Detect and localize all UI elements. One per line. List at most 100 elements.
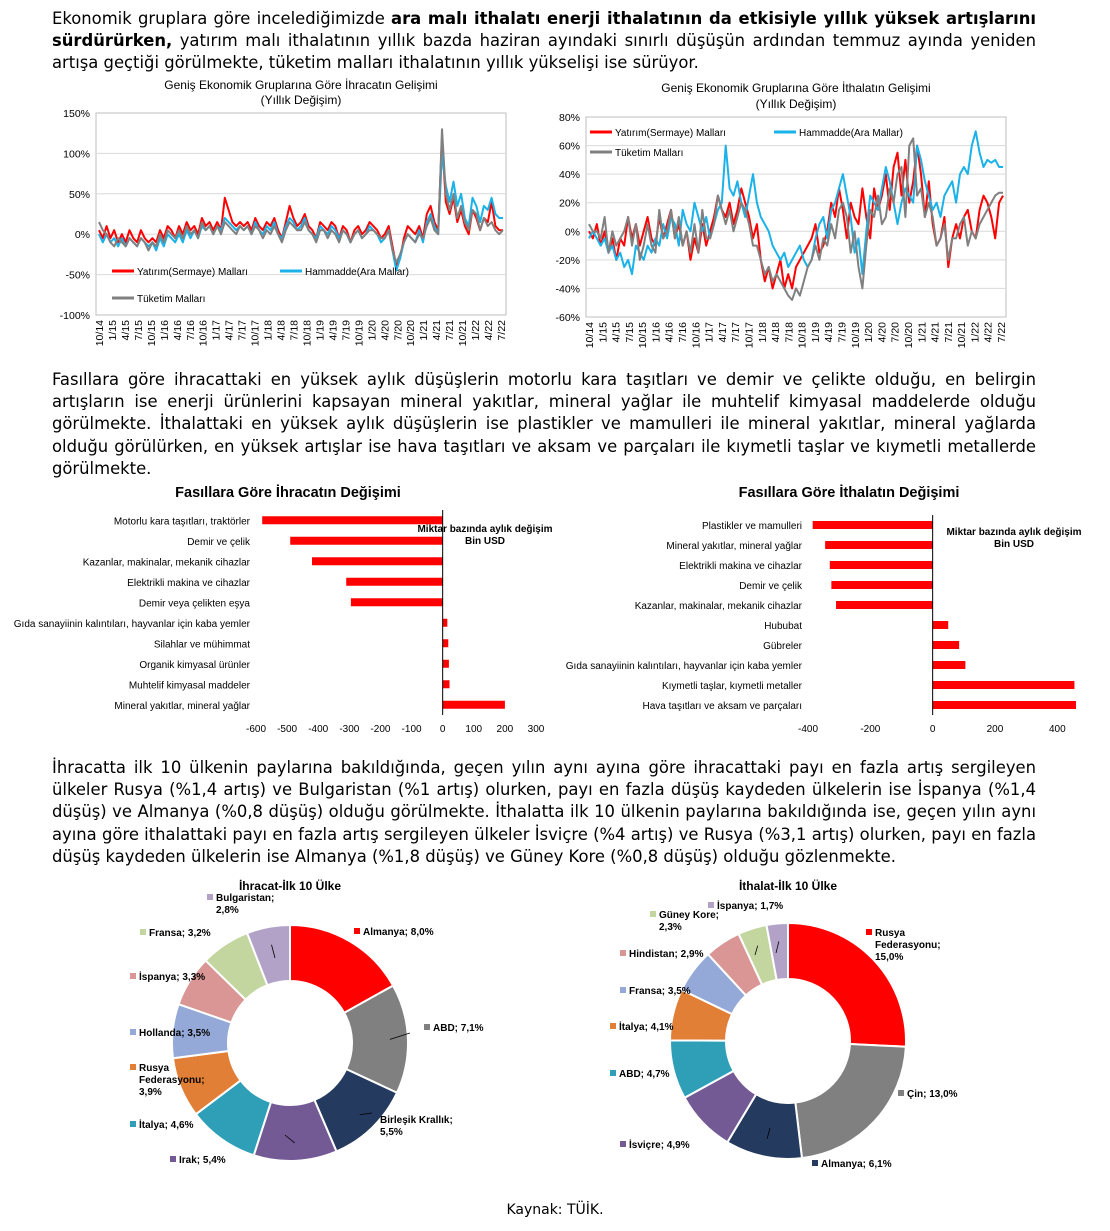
export-line-chart: Geniş Ekonomik Gruplarına Göre İhracatın…	[60, 78, 508, 346]
legend-marker	[130, 1064, 136, 1070]
legend-marker	[866, 929, 872, 935]
category-label: Mineral yakıtlar, mineral yağlar	[114, 701, 250, 712]
series-line	[98, 128, 504, 264]
x-tick-label: 4/18	[770, 322, 782, 343]
x-tick-label: 10/19	[353, 320, 365, 346]
bar	[812, 521, 933, 529]
legend-marker	[610, 1070, 616, 1076]
x-tick-label: 1/15	[107, 320, 119, 341]
x-tick-label: 400	[1049, 724, 1066, 735]
legend-marker	[130, 973, 136, 979]
slice-label: İspanya; 1,7%	[717, 899, 783, 912]
x-tick-label: 10/14	[584, 322, 596, 348]
bar	[442, 680, 450, 689]
bar	[346, 577, 443, 586]
bar	[932, 661, 966, 669]
y-tick-label: 60%	[559, 141, 580, 153]
legend-marker	[620, 1141, 626, 1147]
y-tick-label: 40%	[559, 169, 580, 181]
x-tick-label: 0	[930, 724, 936, 735]
x-tick-label: 4/22	[983, 322, 995, 343]
x-tick-label: 4/16	[664, 322, 676, 343]
pie-slice	[787, 921, 907, 1048]
export-pie-chart: İhracat-İlk 10 Ülke Almanya; 8,0% ABD; 7,1…	[130, 878, 484, 1166]
x-tick-label: 7/20	[392, 320, 404, 341]
legend-marker	[207, 894, 213, 900]
slice-label: Rusya	[139, 1063, 169, 1074]
x-tick-label: 200	[987, 724, 1004, 735]
x-tick-label: 10/20	[405, 320, 417, 346]
x-tick-label: 1/21	[418, 320, 430, 341]
y-tick-label: 0%	[75, 229, 90, 241]
slice-label: Çin; 13,0%	[907, 1089, 958, 1100]
x-tick-label: 4/21	[431, 320, 443, 341]
x-tick-label: -400	[308, 724, 328, 735]
annotation-line-2: Bin USD	[994, 539, 1034, 550]
slice-label: Federasyonu;	[139, 1075, 205, 1086]
legend-marker	[898, 1090, 904, 1096]
category-label: Demir veya çelikten eşya	[139, 598, 251, 609]
x-tick-label: 0	[440, 724, 446, 735]
x-tick-label: 1/21	[916, 322, 928, 343]
x-tick-label: 4/15	[120, 320, 132, 341]
x-tick-label: 7/15	[133, 320, 145, 341]
bar	[262, 516, 443, 525]
bar	[442, 659, 449, 668]
chart-title: Geniş Ekonomik Gruplarına Göre İhracatın…	[164, 78, 437, 92]
annotation-line-1: Miktar bazında aylık değişim	[946, 527, 1081, 538]
x-tick-label: 4/19	[327, 320, 339, 341]
category-label: Elektrikli makina ve cihazlar	[679, 561, 802, 572]
chart-title: İhracat-İlk 10 Ülke	[239, 878, 341, 893]
paragraph-2: Fasıllara göre ihracattaki en yüksek ayl…	[52, 370, 1036, 478]
x-tick-label: 1/22	[969, 322, 981, 343]
x-tick-label: 1/20	[863, 322, 875, 343]
x-tick-label: 4/19	[823, 322, 835, 343]
x-tick-label: 1/16	[650, 322, 662, 343]
slice-label: 2,3%	[659, 922, 682, 933]
slice-label: Fransa; 3,5%	[629, 986, 691, 997]
p1-bold-text: ara malı ithalatı enerji ithalatının da …	[52, 9, 1036, 51]
slice-label: Hindistan; 2,9%	[629, 949, 704, 960]
chart-subtitle: (Yıllık Değişim)	[756, 97, 837, 111]
category-label: Kıymetli taşlar, kıymetli metaller	[662, 681, 803, 692]
x-tick-label: 7/21	[943, 322, 955, 343]
export-bar-chart: Fasıllara Göre İhracatın Değişimi Motorlu…	[14, 484, 553, 735]
chart-title: Fasıllara Göre İhracatın Değişimi	[175, 484, 401, 501]
chart-title: Fasıllara Göre İthalatın Değişimi	[739, 484, 960, 501]
bar	[825, 541, 933, 549]
slice-label: 5,5%	[380, 1127, 403, 1138]
legend-label: Hammadde(Ara Mallar)	[799, 128, 903, 139]
pie-slice	[794, 1042, 907, 1160]
category-label: Elektrikli makina ve cihazlar	[127, 578, 250, 589]
x-tick-label: 200	[497, 724, 514, 735]
x-tick-label: 100	[465, 724, 482, 735]
y-tick-label: 20%	[559, 198, 580, 210]
paragraph-1: Ekonomik gruplara göre incelediğimizde a…	[52, 8, 1036, 75]
legend-marker	[620, 950, 626, 956]
x-tick-label: 7/22	[996, 322, 1008, 343]
category-label: Motorlu kara taşıtları, traktörler	[114, 516, 251, 527]
bar	[829, 561, 933, 569]
x-tick-label: 10/18	[797, 322, 809, 348]
x-tick-label: 1/15	[597, 322, 609, 343]
legend-label: Yatırım(Sermaye) Malları	[137, 267, 248, 278]
category-label: Hava taşıtları ve aksam ve parçaları	[642, 701, 802, 712]
legend-marker	[354, 928, 360, 934]
y-tick-label: 100%	[63, 148, 90, 160]
x-tick-label: 7/16	[677, 322, 689, 343]
bar	[350, 598, 443, 607]
category-label: Hububat	[764, 621, 802, 632]
x-tick-label: 7/16	[185, 320, 197, 341]
import-bar-chart: Fasıllara Göre İthalatın Değişimi Plastik…	[566, 484, 1082, 735]
x-tick-label: 7/17	[237, 320, 249, 341]
x-tick-label: 4/17	[717, 322, 729, 343]
y-tick-label: -40%	[555, 283, 580, 295]
slice-label: Federasyonu;	[875, 940, 941, 951]
category-label: Kazanlar, makinalar, mekanik cihazlar	[83, 557, 251, 568]
x-tick-label: 7/17	[730, 322, 742, 343]
x-tick-label: 7/18	[289, 320, 301, 341]
bar	[836, 601, 933, 609]
legend-marker	[424, 1024, 430, 1030]
bar	[932, 641, 960, 649]
chart-title: Geniş Ekonomik Gruplarına Göre İthalatın…	[661, 81, 930, 95]
